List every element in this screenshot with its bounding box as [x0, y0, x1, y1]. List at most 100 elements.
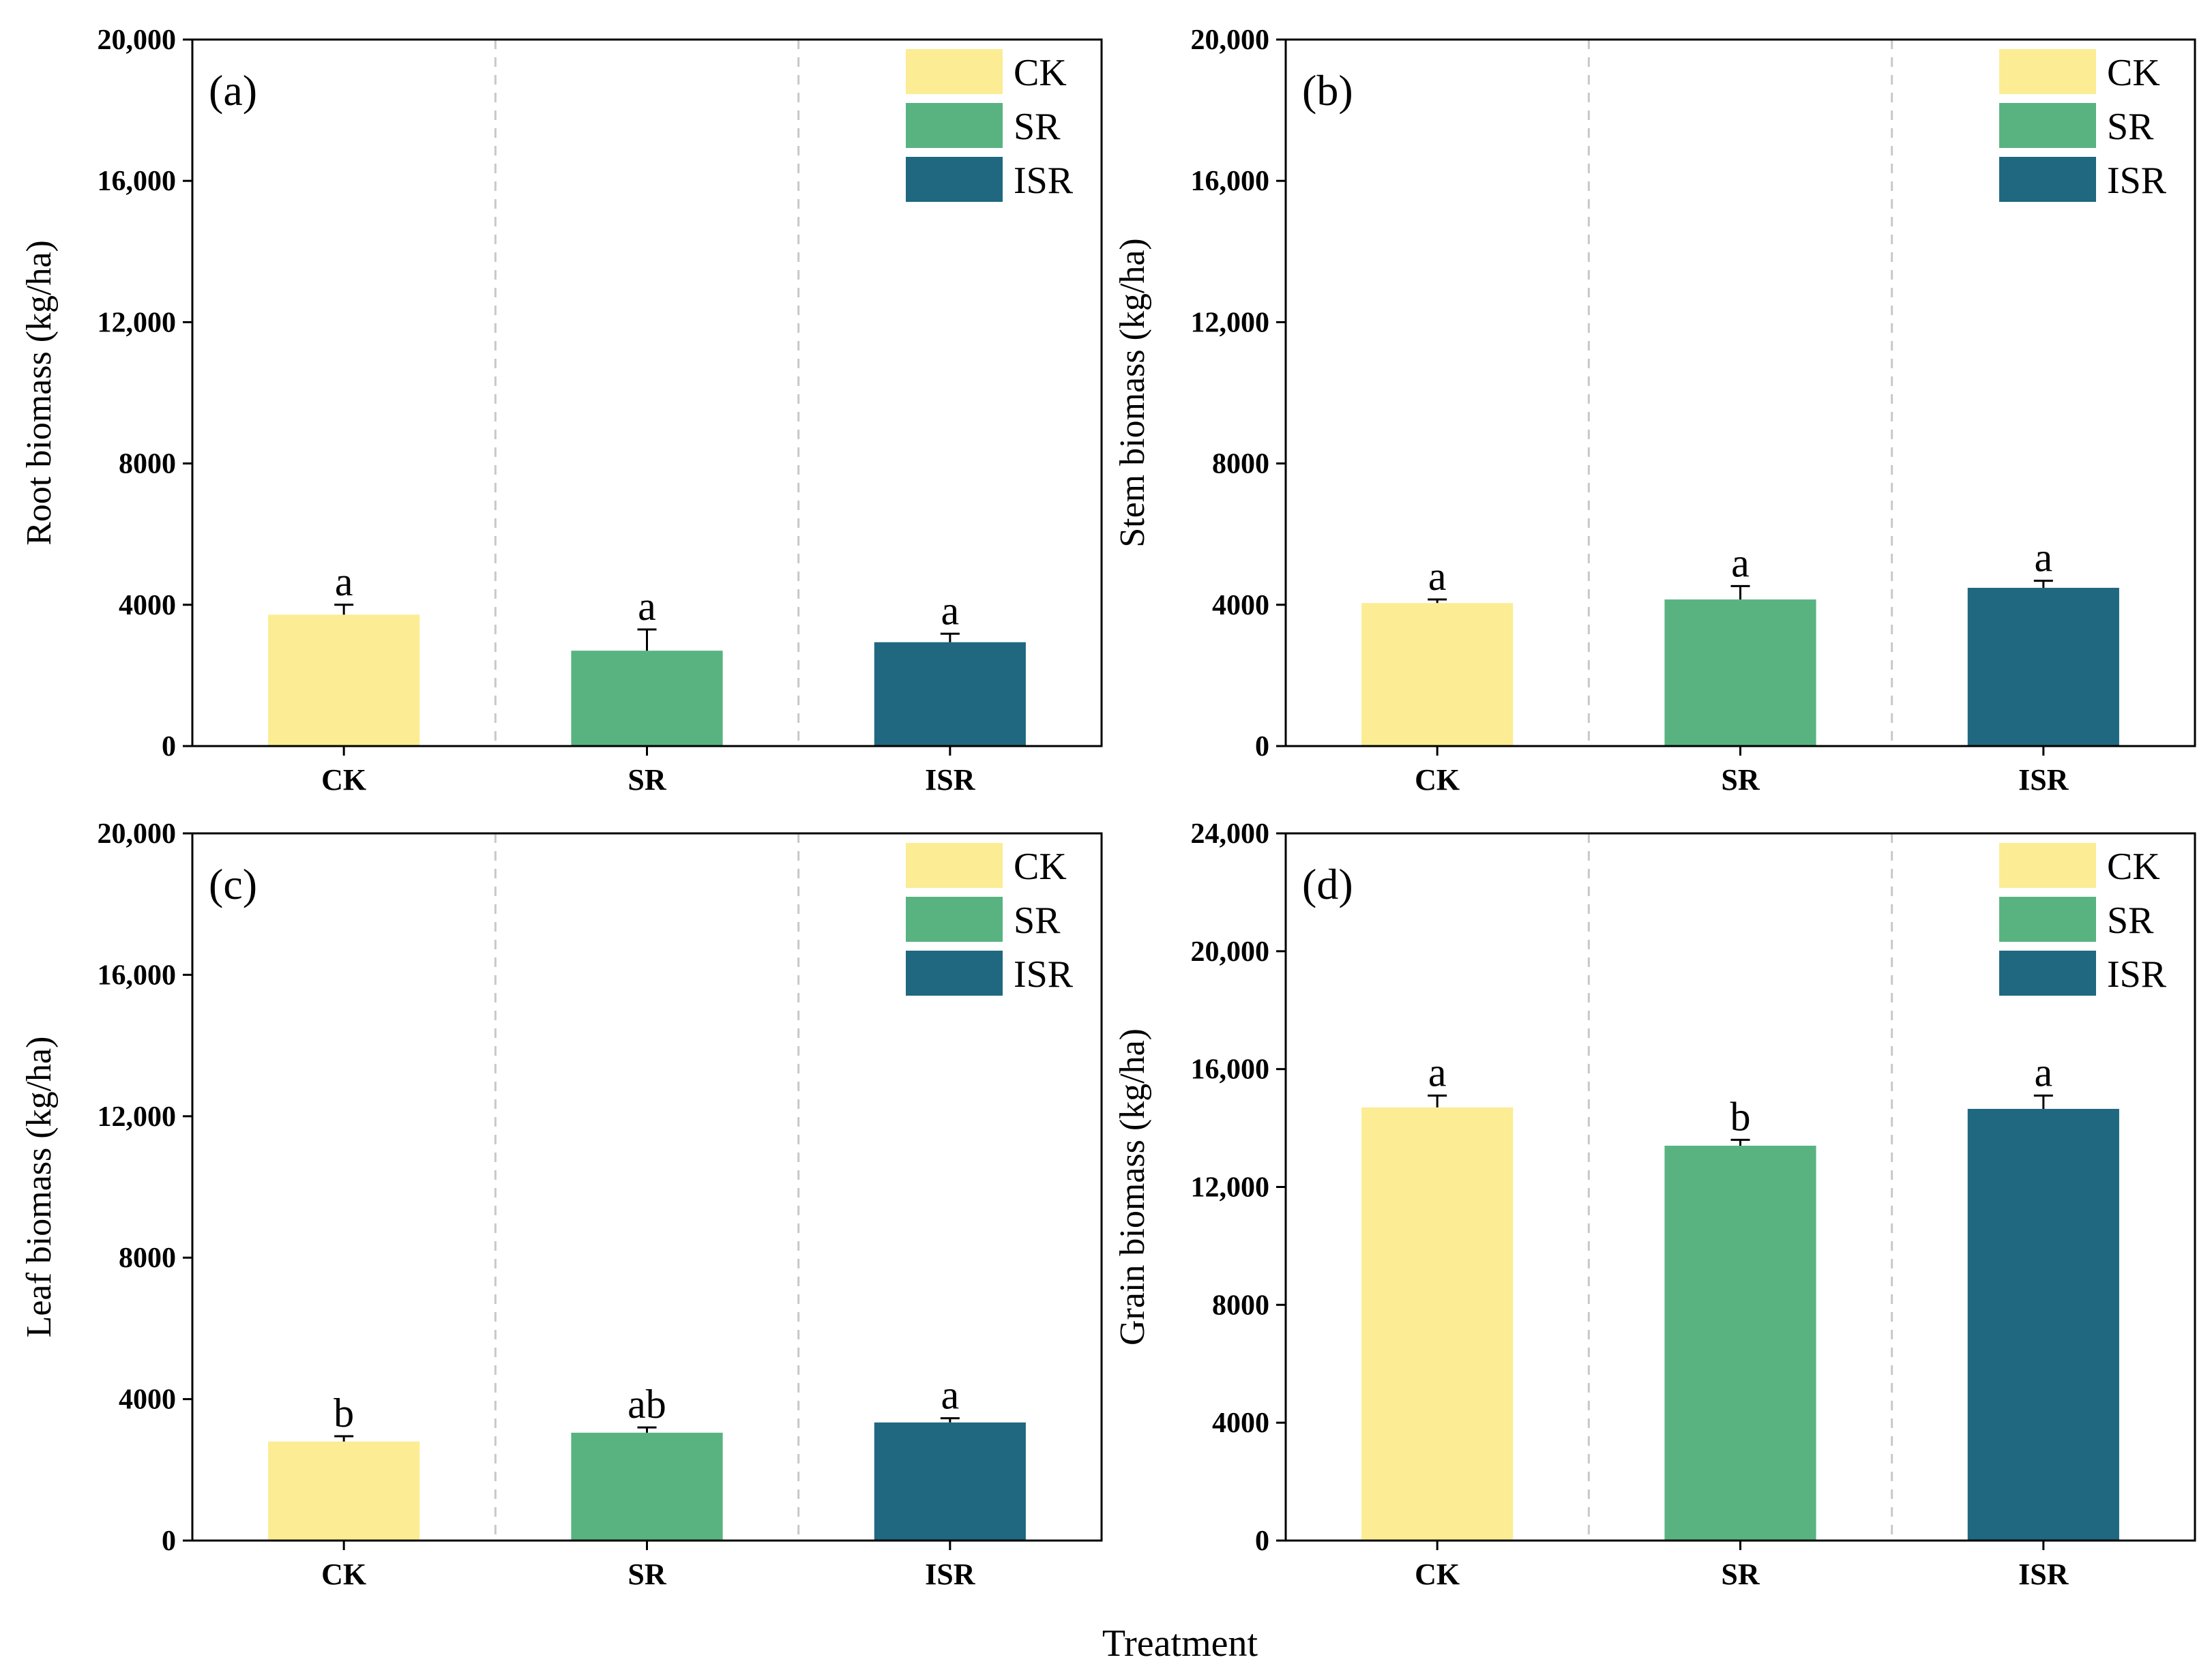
- bar-isr: [1967, 1108, 2119, 1541]
- bar-ck: [1361, 1107, 1514, 1541]
- y-tick-label: 4000: [119, 590, 176, 621]
- significance-letter: a: [638, 584, 656, 629]
- x-tick-label: ISR: [2018, 1558, 2069, 1591]
- y-tick-label: 4000: [119, 1384, 176, 1416]
- bar-ck: [268, 614, 420, 746]
- legend-label: SR: [1014, 106, 1061, 148]
- significance-letter: a: [335, 559, 353, 604]
- y-tick-label: 20,000: [1191, 936, 1270, 968]
- x-tick-label: SR: [628, 763, 666, 797]
- legend-swatch-sr: [906, 897, 1003, 942]
- y-axis-title: Grain biomass (kg/ha): [1113, 1028, 1152, 1346]
- y-tick-label: 0: [162, 731, 176, 762]
- bar-isr: [874, 1422, 1026, 1541]
- significance-letter: a: [2035, 1050, 2053, 1095]
- legend: CK SR ISR: [906, 49, 1074, 202]
- bar-sr: [1664, 599, 1816, 746]
- legend-label: SR: [1014, 900, 1061, 942]
- y-tick-label: 20,000: [98, 818, 177, 850]
- legend-swatch-isr: [1999, 157, 2096, 202]
- y-tick-label: 0: [1255, 731, 1269, 762]
- bar-ck: [1361, 603, 1514, 746]
- legend-label: CK: [1014, 52, 1067, 94]
- plot-frame: [191, 38, 1103, 747]
- panel-b: a CK a SR a ISR 0 4000 8000 12,000 16,000 20,000 Ste…: [1113, 25, 2196, 797]
- x-tick-label: SR: [628, 1558, 666, 1591]
- panel-label: (b): [1302, 66, 1353, 115]
- y-tick-label: 0: [162, 1526, 176, 1557]
- bar-ck: [268, 1441, 420, 1541]
- y-axis-title: Root biomass (kg/ha): [20, 240, 59, 546]
- panel-label: (c): [209, 860, 257, 908]
- legend-label: SR: [2107, 900, 2154, 942]
- y-tick-label: 8000: [119, 449, 176, 480]
- x-tick-label: ISR: [925, 763, 976, 797]
- legend-label: SR: [2107, 106, 2154, 148]
- bar-sr: [571, 651, 723, 746]
- panel-c: b CK ab SR a ISR 0 4000 8000 12,000 16,000 20,000 Le…: [20, 818, 1103, 1591]
- chart-panels: a CK a SR a ISR 0 4000 8000 12,000 16,000 20,000 Roo…: [20, 25, 2196, 1591]
- y-tick-label: 12,000: [1191, 1172, 1270, 1204]
- y-tick-label: 8000: [1212, 449, 1269, 480]
- x-tick-label: CK: [321, 1558, 366, 1591]
- bar-isr: [874, 642, 1026, 746]
- legend-swatch-isr: [906, 157, 1003, 202]
- legend-swatch-sr: [906, 103, 1003, 148]
- significance-letter: a: [2035, 535, 2053, 580]
- significance-letter: a: [1428, 554, 1447, 599]
- panel-d: a CK b SR a ISR 0 4000 8000 12,000 16,000 20,000 24,…: [1113, 818, 2196, 1591]
- y-tick-label: 24,000: [1191, 818, 1270, 850]
- y-tick-label: 20,000: [98, 25, 177, 56]
- plot-frame: [1284, 832, 2196, 1542]
- significance-letter: a: [941, 588, 960, 633]
- legend-swatch-isr: [906, 951, 1003, 996]
- legend: CK SR ISR: [1999, 49, 2167, 202]
- significance-letter: b: [334, 1391, 354, 1436]
- x-tick-label: ISR: [925, 1558, 976, 1591]
- x-tick-label: CK: [321, 763, 366, 797]
- y-tick-label: 12,000: [1191, 307, 1270, 338]
- common-x-axis-title: Treatment: [1102, 1622, 1258, 1665]
- panel-label: (a): [209, 66, 257, 115]
- plot-frame: [1284, 38, 2196, 747]
- plot-frame: [191, 832, 1103, 1542]
- y-tick-label: 8000: [119, 1243, 176, 1274]
- legend-label: ISR: [2107, 160, 2167, 202]
- significance-letter: a: [1428, 1050, 1447, 1095]
- legend-swatch-isr: [1999, 951, 2096, 996]
- x-tick-label: CK: [1415, 1558, 1460, 1591]
- y-axis-title: Stem biomass (kg/ha): [1113, 238, 1152, 548]
- bar-sr: [571, 1432, 723, 1541]
- panel-label: (d): [1302, 860, 1353, 908]
- legend-label: ISR: [1014, 953, 1074, 996]
- y-tick-label: 12,000: [98, 307, 177, 338]
- legend-swatch-ck: [1999, 49, 2096, 94]
- y-tick-label: 12,000: [98, 1101, 177, 1133]
- y-axis-title: Leaf biomass (kg/ha): [20, 1037, 59, 1338]
- y-tick-label: 16,000: [1191, 166, 1270, 197]
- legend-swatch-ck: [906, 843, 1003, 888]
- y-tick-label: 16,000: [98, 960, 177, 991]
- y-tick-label: 16,000: [98, 166, 177, 197]
- x-tick-label: SR: [1721, 763, 1760, 797]
- legend-swatch-ck: [1999, 843, 2096, 888]
- legend: CK SR ISR: [906, 843, 1074, 996]
- legend: CK SR ISR: [1999, 843, 2167, 996]
- legend-label: CK: [2107, 52, 2160, 94]
- x-tick-label: SR: [1721, 1558, 1760, 1591]
- y-tick-label: 8000: [1212, 1290, 1269, 1321]
- significance-letter: a: [1731, 540, 1750, 585]
- significance-letter: a: [941, 1373, 960, 1418]
- panel-a: a CK a SR a ISR 0 4000 8000 12,000 16,000 20,000 Roo…: [20, 25, 1103, 797]
- significance-letter: ab: [628, 1382, 666, 1427]
- significance-letter: b: [1730, 1094, 1751, 1139]
- bar-isr: [1967, 587, 2119, 746]
- y-tick-label: 4000: [1212, 1408, 1269, 1439]
- y-tick-label: 4000: [1212, 590, 1269, 621]
- bar-sr: [1664, 1146, 1816, 1541]
- legend-label: CK: [2107, 846, 2160, 888]
- legend-swatch-ck: [906, 49, 1003, 94]
- legend-label: CK: [1014, 846, 1067, 888]
- y-tick-label: 16,000: [1191, 1054, 1270, 1086]
